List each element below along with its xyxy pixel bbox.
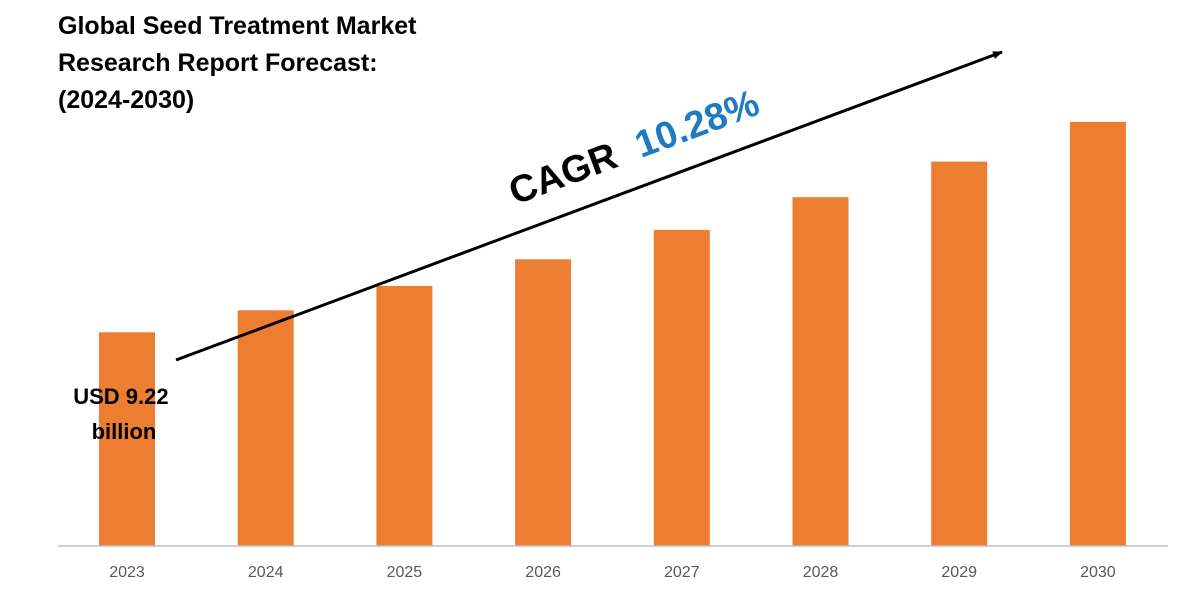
x-tick-label: 2026 [525, 564, 561, 581]
start-value-annotation: USD 9.22 billion [73, 384, 175, 444]
bar-2030 [1069, 121, 1126, 547]
trend-arrow [175, 50, 1003, 362]
x-tick-label: 2030 [1080, 564, 1116, 581]
cagr-value: 10.28% [630, 82, 765, 166]
x-tick-labels: 2023 2024 2025 2026 2027 2028 2029 2030 [109, 564, 1116, 581]
bar-2027 [653, 229, 710, 546]
bar-2024 [237, 310, 294, 546]
start-value-line-1: USD 9.22 [73, 384, 168, 409]
title-line-3: (2024-2030) [58, 86, 195, 114]
cagr-label: CAGR [503, 135, 623, 213]
x-tick-label: 2027 [664, 564, 700, 581]
bar-2023 [99, 332, 155, 546]
x-tick-label: 2024 [248, 564, 284, 581]
bars-group [99, 121, 1126, 547]
bar-2026 [515, 259, 572, 546]
x-tick-label: 2029 [941, 564, 977, 581]
title-line-1: Global Seed Treatment Market [58, 12, 417, 40]
title-line-2: Research Report Forecast: [58, 49, 378, 77]
x-tick-label: 2028 [803, 564, 839, 581]
x-tick-label: 2023 [109, 564, 145, 581]
start-value-line-2: billion [92, 419, 157, 444]
bar-2025 [376, 286, 433, 546]
cagr-annotation: CAGR 10.28% [503, 82, 764, 213]
bar-2028 [792, 197, 849, 546]
bar-2029 [931, 161, 988, 546]
x-tick-label: 2025 [387, 564, 423, 581]
chart-title: Global Seed Treatment Market Research Re… [58, 8, 518, 119]
